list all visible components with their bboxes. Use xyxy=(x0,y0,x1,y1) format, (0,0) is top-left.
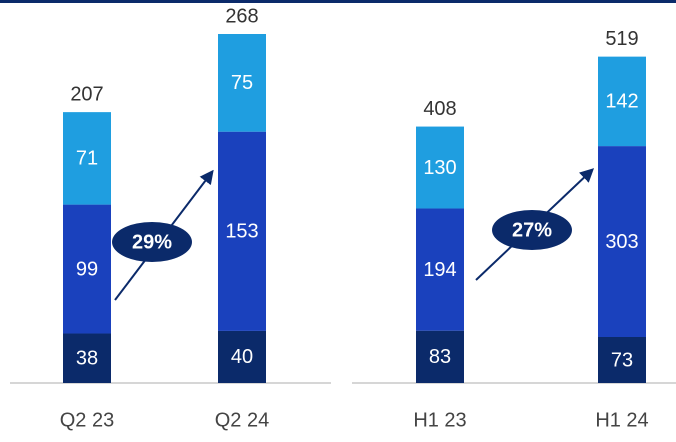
total-label: 408 xyxy=(423,98,456,120)
bar-segment xyxy=(63,204,111,334)
total-label: 519 xyxy=(605,28,638,50)
segment-label: 130 xyxy=(423,157,456,179)
top-rule xyxy=(0,0,676,3)
segment-label: 99 xyxy=(76,258,98,280)
segment-label: 194 xyxy=(423,259,456,281)
growth-label: 27% xyxy=(512,219,552,241)
bar-segment xyxy=(416,330,464,383)
segment-label: 38 xyxy=(76,348,98,370)
bar-segment xyxy=(598,56,646,147)
total-label: 268 xyxy=(225,5,258,27)
bar-segment xyxy=(218,330,266,383)
category-label: Q2 23 xyxy=(60,409,114,431)
bar-segment xyxy=(416,126,464,209)
bar-segment xyxy=(416,208,464,331)
bar-segment xyxy=(598,146,646,338)
category-label: H1 24 xyxy=(595,409,648,431)
segment-label: 142 xyxy=(605,91,638,113)
total-label: 207 xyxy=(70,83,103,105)
segment-label: 40 xyxy=(231,346,253,368)
bar-segment xyxy=(218,131,266,331)
segment-label: 83 xyxy=(429,346,451,368)
bar-segment xyxy=(63,333,111,383)
bar-segment xyxy=(63,112,111,205)
segment-label: 71 xyxy=(76,148,98,170)
segment-label: 75 xyxy=(231,72,253,94)
growth-badge xyxy=(492,210,572,250)
growth-badge xyxy=(112,222,192,262)
growth-label: 29% xyxy=(132,231,172,253)
segment-label: 73 xyxy=(611,349,633,371)
segment-label: 153 xyxy=(225,221,258,243)
bar-segment xyxy=(218,34,266,132)
segment-label: 303 xyxy=(605,231,638,253)
category-label: H1 23 xyxy=(413,409,466,431)
bar-segment xyxy=(598,337,646,383)
category-label: Q2 24 xyxy=(215,409,269,431)
